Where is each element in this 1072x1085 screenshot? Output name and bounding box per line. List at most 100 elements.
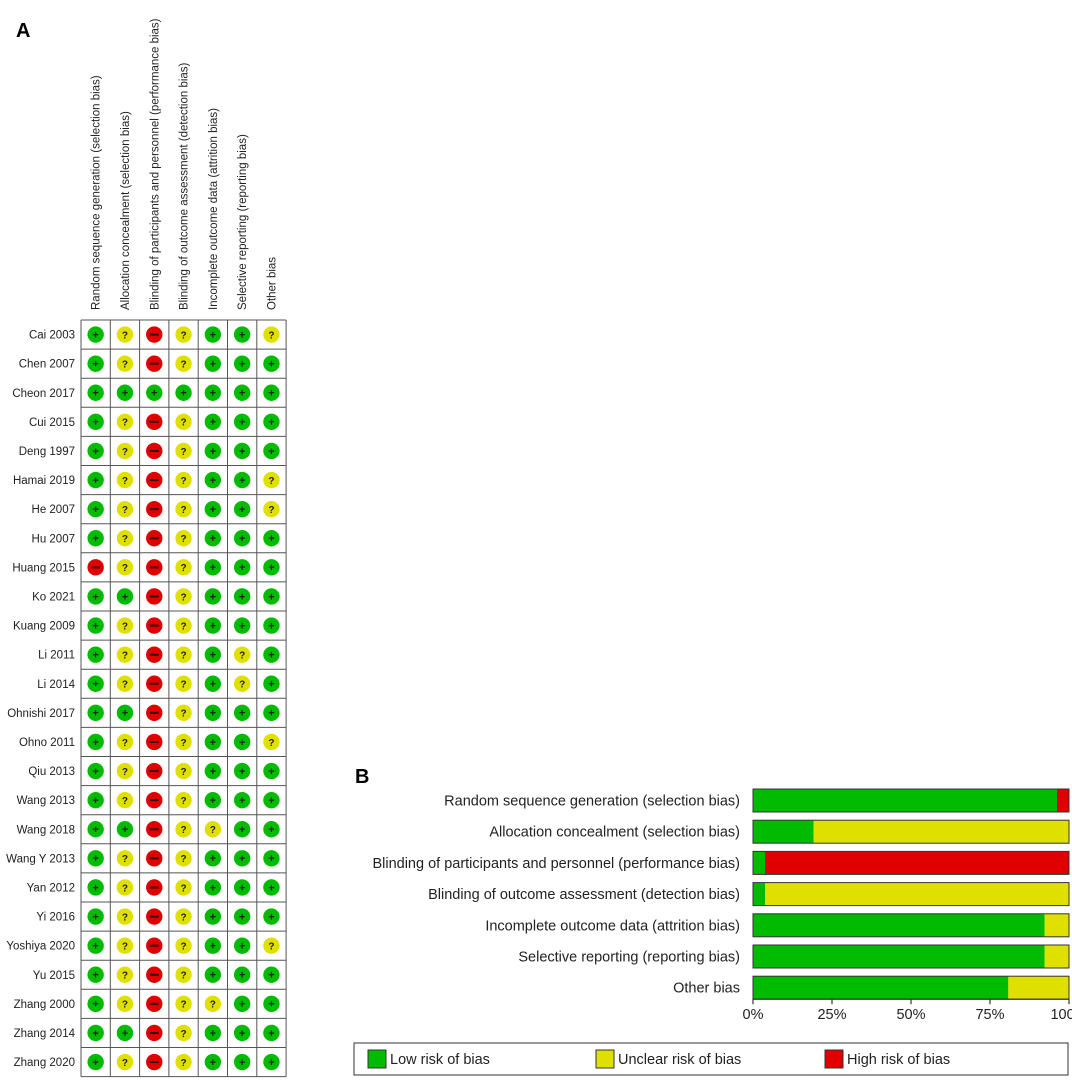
rating-low-marker: [87, 442, 104, 460]
rating-symbol: +: [239, 911, 245, 923]
rating-symbol: +: [210, 591, 216, 603]
domain-header: Allocation concealment (selection bias): [120, 111, 132, 310]
rating-symbol: +: [92, 999, 98, 1011]
study-label: Cui 2015: [29, 417, 75, 429]
rating-symbol: ?: [180, 418, 186, 429]
rating-cell: +: [263, 1024, 280, 1042]
rating-low-marker: [204, 762, 222, 780]
rating-unclear-marker: [116, 879, 134, 896]
rating-cell: +: [204, 675, 222, 692]
rating-unclear-marker: [116, 530, 134, 547]
rating-symbol: +: [210, 1028, 216, 1040]
rating-low-marker: [233, 588, 251, 605]
rating-unclear-marker: [116, 471, 134, 489]
rating-low-marker: [263, 879, 280, 896]
rating-low-marker: [233, 559, 251, 576]
bar-low: [753, 851, 766, 875]
rating-cell: +: [204, 704, 222, 722]
rating-cell: +: [87, 908, 104, 925]
rating-symbol: ?: [268, 941, 274, 952]
bar-outline: [752, 882, 1070, 907]
rating-low-marker: [233, 617, 251, 634]
summary-table: Random sequence generation (selection bi…: [6, 18, 287, 1078]
rating-symbol: +: [210, 1057, 216, 1069]
rating-unclear-marker: [175, 704, 192, 722]
rating-symbol: +: [268, 795, 274, 807]
rating-symbol: ?: [268, 738, 274, 749]
bar-high: [1056, 789, 1069, 812]
rating-cell: ?: [116, 617, 134, 634]
rating-cell: +: [233, 937, 251, 954]
legend: Low risk of bias Unclear risk of bias High…: [353, 1042, 1069, 1076]
rating-unclear-marker: [175, 326, 192, 343]
rating-symbol: +: [92, 882, 98, 894]
rating-cell: ?: [175, 617, 192, 634]
rating-cell: +: [233, 995, 251, 1013]
rating-cell: +: [87, 704, 104, 722]
rating-cell: +: [204, 791, 222, 809]
rating-symbol: +: [210, 446, 216, 458]
bar-unclear: [813, 820, 1069, 844]
rating-symbol: +: [239, 388, 245, 400]
rating-low-marker: [263, 1053, 280, 1071]
rating-cell: ?: [263, 500, 280, 518]
rating-cell: +: [87, 995, 104, 1013]
rating-low-marker: [204, 326, 222, 343]
rating-symbol: +: [239, 533, 245, 545]
study-label: Yoshiya 2020: [6, 941, 75, 953]
rating-cell: +: [263, 704, 280, 722]
rating-symbol: +: [210, 620, 216, 632]
rating-low-marker: [263, 530, 280, 547]
rating-cell: ?: [175, 937, 192, 954]
rating-cell: ?: [175, 762, 192, 780]
rating-symbol: +: [92, 853, 98, 865]
rating-symbol: [149, 770, 159, 773]
rating-low-marker: [233, 762, 251, 780]
rating-cell: +: [87, 821, 104, 838]
rating-symbol: ?: [210, 1000, 216, 1011]
rating-symbol: +: [210, 882, 216, 894]
rating-cell: ?: [116, 355, 134, 372]
rating-symbol: ?: [180, 854, 186, 865]
bar-low: [753, 882, 766, 906]
rating-cell: ?: [116, 791, 134, 809]
bar-low: [753, 820, 814, 844]
rating-symbol: +: [239, 970, 245, 982]
study-label: Chen 2007: [19, 359, 75, 371]
rating-symbol: ?: [180, 738, 186, 749]
rating-low-marker: [87, 1024, 104, 1042]
rating-cell: +: [87, 1053, 104, 1071]
rating-low-marker: [204, 617, 222, 634]
rating-low-marker: [116, 704, 134, 722]
rating-low-marker: [233, 1024, 251, 1042]
category-label: Blinding of outcome assessment (detectio…: [428, 887, 740, 903]
study-label: Deng 1997: [19, 446, 75, 458]
study-label: Ohnishi 2017: [7, 708, 75, 720]
rating-cell: ?: [175, 733, 192, 751]
rating-cell: +: [87, 413, 104, 431]
rating-low-marker: [233, 384, 251, 401]
rating-symbol: ?: [122, 971, 128, 982]
domain-header: Other bias: [266, 257, 278, 310]
rating-cell: [146, 879, 163, 896]
rating-unclear-marker: [116, 675, 134, 692]
rating-cell: +: [204, 617, 222, 634]
rating-symbol: [149, 362, 159, 365]
rating-symbol: ?: [122, 912, 128, 923]
rating-unclear-marker: [263, 326, 280, 343]
rating-unclear-marker: [204, 995, 222, 1013]
rating-low-marker: [263, 413, 280, 431]
rating-unclear-marker: [175, 559, 192, 576]
rating-cell: +: [87, 588, 104, 605]
rating-cell: ?: [175, 704, 192, 722]
rating-cell: +: [263, 442, 280, 460]
rating-symbol: [149, 886, 159, 889]
rating-low-marker: [204, 1024, 222, 1042]
rating-symbol: +: [92, 679, 98, 691]
rating-symbol: +: [268, 417, 274, 429]
rating-cell: +: [204, 908, 222, 925]
rating-low-marker: [87, 966, 104, 983]
rating-symbol: ?: [122, 359, 128, 370]
rating-unclear-marker: [175, 1024, 192, 1042]
rating-cell: ?: [233, 675, 251, 692]
